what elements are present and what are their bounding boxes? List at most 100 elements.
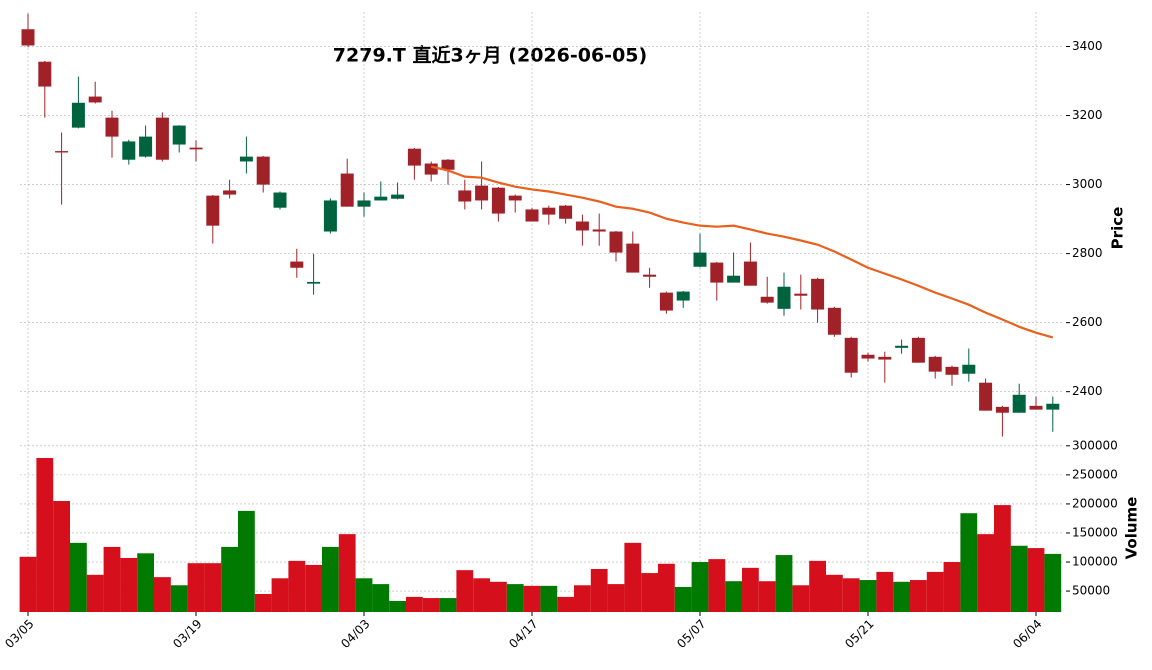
volume-bar bbox=[338, 534, 356, 612]
volume-bar bbox=[725, 581, 742, 612]
candle-body bbox=[206, 195, 220, 226]
candle-body bbox=[508, 195, 522, 201]
volume-bar bbox=[994, 505, 1011, 612]
candle-body bbox=[945, 366, 959, 375]
y-tick-label: 250000 bbox=[1072, 467, 1118, 481]
candle-body bbox=[21, 29, 35, 46]
candle-body bbox=[407, 148, 421, 166]
candle-body bbox=[155, 117, 169, 160]
candle-body bbox=[189, 147, 203, 150]
volume-bar bbox=[574, 585, 591, 612]
candle-body bbox=[777, 286, 791, 309]
candle-body bbox=[693, 252, 707, 267]
volume-bar bbox=[742, 567, 759, 612]
volume-bar bbox=[439, 598, 457, 612]
x-tick-label: 03/19 bbox=[170, 617, 204, 651]
candle-body bbox=[525, 209, 539, 222]
volume-bar bbox=[86, 574, 104, 612]
candle-body bbox=[475, 185, 489, 201]
candle-body bbox=[105, 117, 119, 137]
candle-body bbox=[71, 102, 85, 128]
candle-body bbox=[223, 190, 237, 195]
candle-body bbox=[928, 356, 942, 372]
candle-body bbox=[676, 291, 690, 301]
candle-body bbox=[1012, 394, 1026, 413]
volume-bar bbox=[170, 585, 188, 612]
volume-bar bbox=[691, 562, 709, 612]
price-axis-label: Price bbox=[1109, 207, 1127, 250]
candle-body bbox=[1046, 403, 1060, 410]
candle-body bbox=[357, 200, 371, 207]
volume-bar bbox=[70, 542, 87, 612]
volume-bar bbox=[254, 593, 272, 612]
volume-bar bbox=[859, 580, 877, 612]
candle-body bbox=[374, 196, 388, 201]
candle-body bbox=[38, 61, 52, 87]
candle-body bbox=[878, 356, 892, 360]
volume-bar bbox=[674, 587, 692, 612]
candle-body bbox=[995, 406, 1009, 413]
x-tick-label: 04/17 bbox=[506, 617, 540, 651]
volume-bar bbox=[641, 573, 658, 612]
candle-body bbox=[827, 307, 841, 335]
y-tick-label: 3400 bbox=[1072, 39, 1103, 53]
y-tick-label: 150000 bbox=[1072, 525, 1118, 539]
candle-body bbox=[861, 354, 875, 359]
volume-bar bbox=[154, 577, 171, 612]
candle-body bbox=[323, 200, 337, 232]
candle-body bbox=[340, 173, 354, 207]
candle-body bbox=[239, 156, 253, 162]
candle-body bbox=[643, 274, 657, 277]
volume-bar bbox=[406, 596, 423, 612]
volume-bar bbox=[758, 581, 776, 612]
volume-bar bbox=[775, 555, 793, 612]
volume-bar bbox=[137, 553, 154, 612]
volume-bar bbox=[372, 584, 390, 612]
volume-bar bbox=[305, 564, 322, 612]
volume-bar bbox=[490, 581, 507, 612]
candle-body bbox=[911, 337, 925, 363]
volume-bar bbox=[120, 557, 138, 612]
y-tick-label: 2400 bbox=[1072, 384, 1103, 398]
y-tick-label: 3000 bbox=[1072, 177, 1103, 191]
candle-body bbox=[441, 159, 455, 170]
candle-body bbox=[592, 229, 606, 232]
candle-body bbox=[727, 275, 741, 283]
candle-body bbox=[895, 345, 909, 348]
candle-body bbox=[844, 337, 858, 373]
volume-bar bbox=[792, 585, 810, 612]
volume-bar bbox=[607, 584, 625, 612]
chart-title: 7279.T 直近3ヶ月 (2026-06-05) bbox=[333, 44, 647, 67]
candle-body bbox=[710, 262, 724, 283]
volume-bar bbox=[238, 510, 255, 612]
candle-body bbox=[491, 187, 505, 214]
volume-bar bbox=[187, 563, 205, 612]
candle-body bbox=[659, 292, 673, 311]
candle-body bbox=[391, 194, 405, 199]
volume-bar bbox=[204, 563, 222, 612]
volume-bar bbox=[422, 598, 440, 612]
volume-bar bbox=[943, 562, 961, 612]
volume-bar bbox=[708, 559, 726, 612]
y-tick-label: 50000 bbox=[1072, 584, 1110, 598]
volume-bar bbox=[389, 600, 406, 612]
candle-body bbox=[172, 125, 186, 145]
candle-body bbox=[575, 221, 589, 231]
candle-body bbox=[743, 261, 757, 286]
volume-bar bbox=[221, 546, 238, 612]
candle-body bbox=[424, 163, 438, 175]
volume-bar bbox=[53, 501, 70, 612]
x-tick-label: 03/05 bbox=[2, 617, 36, 651]
volume-bar bbox=[926, 571, 944, 612]
x-tick-label: 05/21 bbox=[842, 617, 876, 651]
volume-bar bbox=[288, 560, 306, 612]
candle-body bbox=[1029, 405, 1043, 410]
volume-bar bbox=[842, 578, 860, 612]
volume-bar bbox=[960, 513, 978, 612]
candle-body bbox=[290, 261, 304, 268]
volume-bar bbox=[557, 596, 574, 612]
y-tick-label: 2800 bbox=[1072, 246, 1103, 260]
volume-bar bbox=[540, 585, 558, 612]
volume-bar bbox=[322, 546, 339, 612]
